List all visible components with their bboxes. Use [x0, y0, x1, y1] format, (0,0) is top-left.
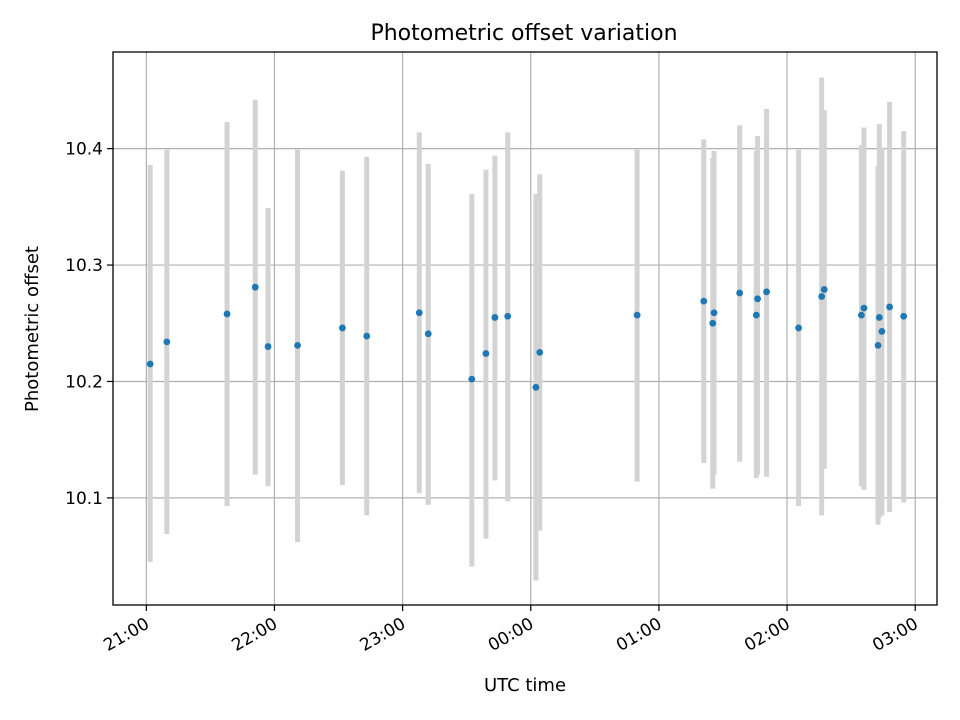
data-point [736, 289, 744, 297]
data-point [860, 304, 868, 312]
data-point [900, 312, 908, 320]
data-point [820, 286, 828, 293]
x-tick-label: 23:00 [357, 614, 409, 656]
y-axis-label: Photometric offset [22, 246, 43, 412]
data-point [710, 309, 718, 317]
x-tick-label: 03:00 [869, 614, 921, 656]
y-tick-label: 10.4 [65, 140, 103, 160]
y-tick-label: 10.2 [65, 372, 103, 392]
data-point [532, 383, 540, 391]
data-point [886, 303, 893, 311]
data-point [491, 314, 499, 321]
data-point [415, 309, 423, 317]
data-point [857, 311, 865, 319]
data-point [633, 311, 641, 319]
data-point [763, 288, 770, 296]
chart-title: Photometric offset variation [370, 21, 677, 46]
data-point [363, 332, 371, 340]
data-point [163, 338, 171, 346]
data-point [146, 360, 154, 368]
x-axis-label: UTC time [484, 675, 566, 696]
y-tick-label: 10.3 [65, 256, 103, 276]
data-point [700, 297, 708, 305]
x-axis-ticks: 21:00 22:00 23:00 00:00 01:00 02:00 03:00 [100, 605, 922, 656]
error-bars [147, 77, 907, 581]
y-tick-label: 10.1 [65, 489, 103, 509]
data-point [264, 343, 272, 350]
data-point [424, 330, 432, 338]
data-point [818, 293, 826, 300]
data-point [709, 319, 717, 327]
data-point [504, 312, 512, 320]
x-tick-label: 22:00 [229, 614, 281, 656]
data-point [754, 295, 761, 303]
data-point [752, 311, 760, 319]
data-point [223, 310, 231, 318]
x-tick-label: 01:00 [613, 614, 665, 656]
data-point [338, 324, 346, 332]
plot-frame [112, 51, 938, 606]
x-tick-label: 21:00 [100, 614, 152, 656]
data-point [468, 375, 476, 383]
data-points [146, 283, 908, 391]
y-axis-ticks: 10.1 10.2 10.3 10.4 [65, 140, 113, 509]
grid [113, 52, 937, 605]
data-point [482, 350, 490, 357]
data-point [795, 324, 802, 332]
data-point [874, 341, 882, 349]
x-tick-label: 02:00 [741, 614, 793, 656]
x-tick-label: 00:00 [485, 614, 537, 656]
data-point [878, 328, 886, 335]
data-point [875, 314, 883, 321]
data-point [536, 348, 544, 356]
data-point [251, 283, 259, 291]
data-point [294, 341, 301, 349]
